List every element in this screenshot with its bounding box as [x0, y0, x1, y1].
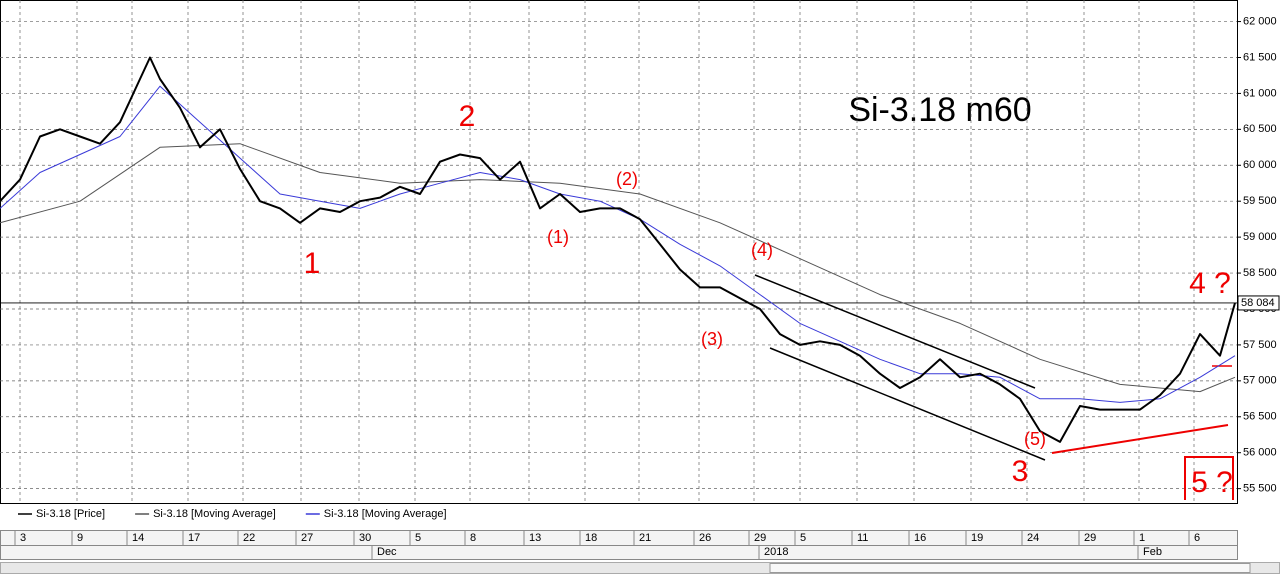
y-tick-label: 57 500: [1243, 339, 1277, 351]
support-line: [1051, 424, 1229, 454]
x-tick-label: 6: [1194, 532, 1200, 544]
x-tick-label: 21: [639, 532, 651, 544]
wave-label: (2): [616, 169, 638, 189]
y-tick-label: 60 000: [1243, 159, 1277, 171]
x-tick-label: 8: [470, 532, 476, 544]
x-tick-label: 29: [754, 532, 766, 544]
last-value-label: 58 084: [1241, 297, 1275, 309]
x-tick-label: 18: [585, 532, 597, 544]
scrollbar-thumb[interactable]: [769, 563, 1251, 573]
y-tick-label: 61 500: [1243, 51, 1277, 63]
wave-label: 3: [1012, 455, 1029, 488]
channel-line: [769, 347, 1046, 461]
x-tick-label: 16: [914, 532, 926, 544]
x-tick-label: 19: [971, 532, 983, 544]
y-tick-label: 60 500: [1243, 123, 1277, 135]
wave-label: 1: [304, 247, 321, 280]
channel-line: [754, 274, 1036, 389]
x-tick-label: 26: [699, 532, 711, 544]
legend-label: Si-3.18 [Price]: [36, 508, 105, 520]
x-tick-label: 5: [800, 532, 806, 544]
series-line: [0, 143, 1236, 393]
grid: [0, 0, 1237, 503]
wave-label: (3): [701, 329, 723, 349]
wave-label: 4 ?: [1189, 267, 1231, 300]
x-tick-label: 11: [857, 532, 868, 544]
x-tick-label: 24: [1027, 532, 1039, 544]
x-tick-label: 9: [77, 532, 83, 544]
month-label: Feb: [1143, 546, 1162, 558]
x-tick-label: 22: [243, 532, 255, 544]
y-tick-label: 62 000: [1243, 15, 1277, 27]
y-tick-label: 58 500: [1243, 267, 1277, 279]
plot-frame: [0, 0, 1238, 504]
legend-label: Si-3.18 [Moving Average]: [324, 508, 447, 520]
series-line: [0, 56, 1236, 443]
x-tick-label: 1: [1139, 532, 1145, 544]
target-box: [1184, 456, 1234, 500]
y-tick-label: 57 000: [1243, 375, 1277, 387]
month-label: Dec: [377, 546, 397, 558]
x-tick-label: 5: [415, 532, 421, 544]
y-tick-label: 55 500: [1243, 483, 1277, 495]
x-tick-label: 17: [188, 532, 200, 544]
x-tick-label: 27: [301, 532, 313, 544]
wave-label: 2: [459, 100, 476, 133]
x-tick-label: 13: [529, 532, 541, 544]
series-line: [0, 85, 1236, 403]
wave-label: 5 ?: [1191, 466, 1233, 499]
month-label: 2018: [764, 546, 788, 558]
legend-label: Si-3.18 [Moving Average]: [153, 508, 276, 520]
y-tick-label: 61 000: [1243, 87, 1277, 99]
wave-label: (1): [547, 227, 569, 247]
x-tick-label: 14: [132, 532, 144, 544]
x-tick-label: 29: [1084, 532, 1096, 544]
wave-label: (5): [1024, 429, 1046, 449]
y-tick-label: 59 000: [1243, 231, 1277, 243]
last-value-box: [1237, 295, 1280, 311]
y-tick-label: 56 000: [1243, 447, 1277, 459]
chart-title: Si-3.18 m60: [848, 91, 1031, 129]
y-tick-label: 56 500: [1243, 411, 1277, 423]
wave-label: (4): [751, 240, 773, 260]
x-tick-label: 30: [359, 532, 371, 544]
y-tick-label: 59 500: [1243, 195, 1277, 207]
trend-lines: [754, 274, 1234, 500]
x-tick-label: 3: [20, 532, 26, 544]
